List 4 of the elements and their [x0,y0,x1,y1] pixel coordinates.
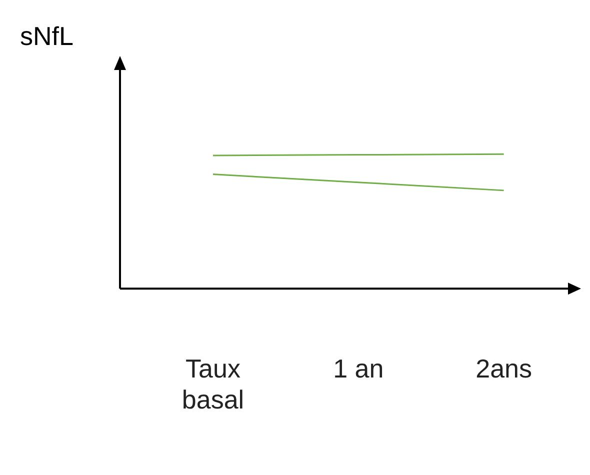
x-tick-label: 1 an [333,353,384,384]
x-tick-label: Taux basal [182,353,244,415]
y-axis-title: sNfL [20,21,74,51]
x-tick-label: 2ans [476,353,532,384]
